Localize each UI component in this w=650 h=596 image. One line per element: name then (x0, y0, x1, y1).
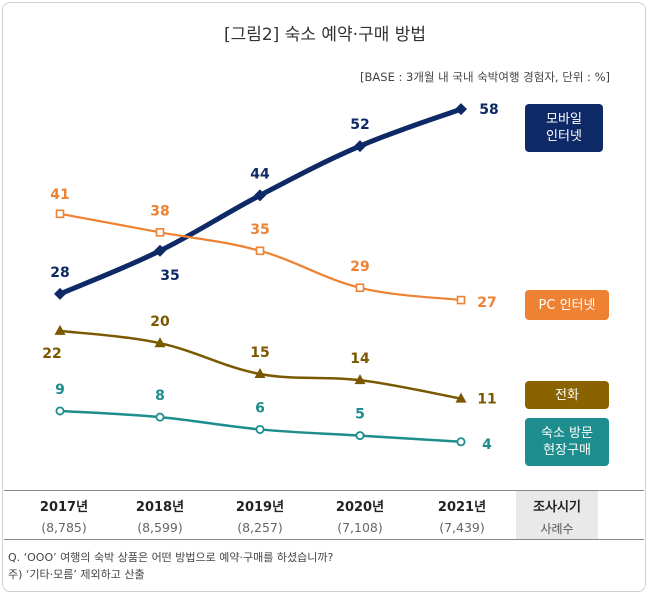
table-column-2018: 2018년 (8,599) (120, 491, 200, 535)
data-label-onsite-4: 4 (482, 437, 492, 453)
legend-phone: 전화 (525, 381, 609, 409)
data-point-onsite-1 (155, 412, 165, 422)
data-point-phone-0 (54, 324, 66, 335)
legend-pc-line-1: PC 인터넷 (538, 297, 596, 313)
question-note: Q. ‘OOO’ 여행의 숙박 상품은 어떤 방법으로 예약·구매를 하셨습니까… (8, 551, 334, 564)
data-point-mobile-3 (354, 140, 366, 153)
data-label-pc-4: 27 (477, 295, 496, 311)
data-point-onsite-4 (456, 437, 466, 447)
legend-mobile-line-1: 모바일 (546, 112, 582, 127)
data-label-pc-0: 41 (50, 187, 69, 203)
data-point-phone-3 (354, 374, 366, 385)
table-sample-2020: (7,108) (337, 520, 383, 535)
base-note: [BASE : 3개월 내 국내 숙박여행 경험자, 단위 : %] (360, 70, 610, 84)
data-label-phone-0: 22 (42, 346, 61, 362)
data-label-pc-1: 38 (150, 203, 169, 219)
survey-period-label: 조사시기 (533, 500, 581, 515)
table-sample-2018: (8,599) (137, 520, 183, 535)
data-point-pc-4 (456, 295, 466, 305)
data-point-pc-3 (355, 283, 365, 293)
data-label-onsite-3: 5 (355, 407, 365, 423)
data-label-pc-3: 29 (350, 259, 369, 275)
data-label-pc-2: 35 (250, 222, 269, 238)
table-year-2021: 2021년 (437, 500, 487, 515)
table-year-2020: 2020년 (335, 500, 385, 515)
table-sample-2021: (7,439) (439, 520, 485, 535)
table-sample-2017: (8,785) (41, 520, 87, 535)
table-year-2017: 2017년 (39, 500, 89, 515)
series-line-phone (58, 329, 463, 400)
data-point-mobile-1 (154, 244, 166, 257)
footnote: 주) ‘기타·모름’ 제외하고 산출 (8, 568, 145, 581)
data-point-pc-2 (255, 246, 265, 256)
data-point-onsite-2 (255, 424, 265, 434)
legend-pc-internet: PC 인터넷 (525, 290, 609, 320)
data-point-mobile-2 (254, 189, 266, 202)
data-point-mobile-0 (54, 287, 66, 300)
table-year-2018: 2018년 (135, 500, 185, 515)
table-column-2020: 2020년 (7,108) (320, 491, 400, 535)
data-label-phone-2: 15 (250, 345, 269, 361)
data-point-onsite-0 (55, 406, 65, 416)
data-point-phone-4 (455, 392, 467, 403)
table-column-2019: 2019년 (8,257) (220, 491, 300, 535)
data-point-pc-0 (55, 209, 65, 219)
table-column-2021: 2021년 (7,439) (422, 491, 502, 535)
data-label-onsite-1: 8 (155, 388, 165, 404)
legend-mobile-internet: 모바일 인터넷 (525, 104, 603, 152)
legend-phone-line-1: 전화 (555, 387, 579, 403)
data-label-mobile-3: 52 (350, 117, 369, 133)
data-label-phone-1: 20 (150, 314, 170, 330)
data-label-phone-4: 11 (477, 392, 496, 408)
legend-onsite-line-1: 숙소 방문 (541, 426, 593, 441)
data-point-onsite-3 (355, 431, 365, 441)
data-point-phone-2 (254, 368, 266, 378)
chart-title: [그림2] 숙소 예약·구매 방법 (223, 25, 427, 45)
series-line-mobile (57, 106, 464, 297)
data-label-mobile-2: 44 (250, 166, 270, 182)
data-label-mobile-0: 28 (50, 265, 69, 281)
data-label-mobile-1: 35 (160, 268, 179, 284)
data-point-pc-1 (155, 228, 165, 237)
legend-mobile-line-2: 인터넷 (546, 129, 582, 144)
sample-size-table: 2017년 (8,785) 2018년 (8,599) 2019년 (8,257… (4, 490, 644, 540)
legend-onsite-line-2: 현장구매 (543, 443, 591, 458)
sample-count-label: 사례수 (540, 522, 574, 536)
data-label-onsite-0: 9 (55, 382, 65, 398)
data-label-mobile-4: 58 (479, 102, 498, 118)
table-sample-2019: (8,257) (237, 520, 283, 535)
table-column-2017: 2017년 (8,785) (24, 491, 104, 535)
legend-onsite-purchase: 숙소 방문 현장구매 (525, 418, 609, 466)
data-point-mobile-4 (455, 103, 467, 116)
data-label-phone-3: 14 (350, 351, 370, 367)
notes: Q. ‘OOO’ 여행의 숙박 상품은 어떤 방법으로 예약·구매를 하셨습니까… (8, 549, 333, 583)
data-label-onsite-2: 6 (255, 400, 265, 416)
table-year-2019: 2019년 (235, 500, 285, 515)
data-point-phone-1 (154, 337, 166, 348)
table-header-column: 조사시기 사례수 (516, 491, 598, 539)
